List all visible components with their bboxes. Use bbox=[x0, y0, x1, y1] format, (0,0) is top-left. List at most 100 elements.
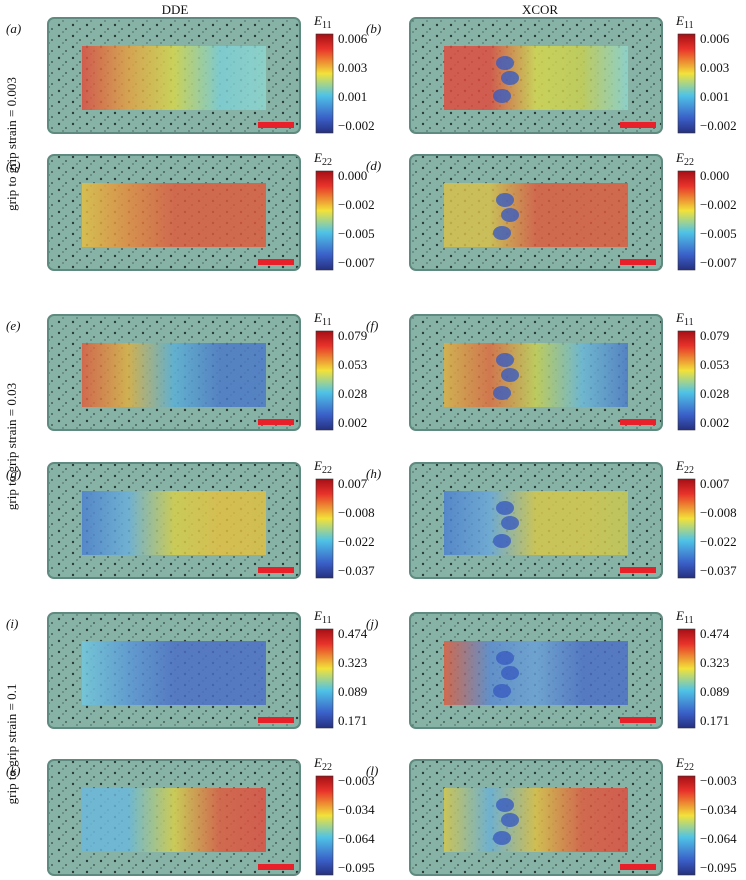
colorbar-tick-label: −0.008 bbox=[338, 505, 375, 520]
symbol: E bbox=[313, 608, 322, 623]
colorbar-tick-label: −0.008 bbox=[700, 505, 737, 520]
symbol: E bbox=[675, 458, 684, 473]
symbol: E bbox=[313, 458, 322, 473]
column-header: XCOR bbox=[522, 2, 558, 17]
colorbar-tick-label: 0.028 bbox=[700, 386, 729, 401]
colorbar-tick-label: 0.171 bbox=[338, 713, 367, 728]
strain-map bbox=[82, 46, 266, 110]
strain-blob bbox=[493, 226, 511, 240]
subscript: 11 bbox=[322, 317, 332, 328]
subscript: 22 bbox=[322, 157, 332, 168]
strain-map bbox=[82, 491, 266, 555]
scale-bar bbox=[258, 419, 294, 425]
colorbar-tick-label: −0.007 bbox=[700, 255, 737, 270]
colorbar bbox=[677, 170, 696, 271]
colorbar-tick-label: 0.002 bbox=[338, 415, 367, 430]
strain-blob bbox=[496, 798, 514, 812]
colorbar bbox=[677, 628, 696, 729]
panel-label: (d) bbox=[366, 158, 381, 173]
colorbar-title: E22 bbox=[675, 755, 694, 773]
strain-map bbox=[444, 46, 628, 110]
colorbar-tick-label: −0.003 bbox=[700, 773, 737, 788]
colorbar-tick-label: 0.171 bbox=[700, 713, 729, 728]
subscript: 22 bbox=[322, 465, 332, 476]
strain-blob bbox=[496, 501, 514, 515]
colorbar-tick-label: 0.089 bbox=[338, 684, 367, 699]
colorbar bbox=[677, 33, 696, 134]
strain-blob bbox=[493, 831, 511, 845]
colorbar-title: E11 bbox=[675, 608, 694, 626]
colorbar-tick-label: 0.079 bbox=[700, 328, 729, 343]
colorbar bbox=[315, 170, 334, 271]
panel-label: (b) bbox=[366, 21, 381, 36]
strain-map bbox=[444, 491, 628, 555]
strain-blob bbox=[493, 534, 511, 548]
colorbar-tick-label: 0.474 bbox=[700, 626, 730, 641]
row-label: grip to grip strain = 0.03 bbox=[4, 383, 19, 510]
panel-label: (e) bbox=[6, 318, 20, 333]
strain-map bbox=[82, 788, 266, 852]
colorbar-tick-label: −0.002 bbox=[338, 197, 375, 212]
colorbar-tick-label: −0.037 bbox=[700, 563, 737, 578]
symbol: E bbox=[313, 755, 322, 770]
strain-map bbox=[82, 343, 266, 407]
scale-bar bbox=[258, 567, 294, 573]
colorbar-tick-label: −0.095 bbox=[700, 860, 737, 875]
colorbar-tick-label: 0.323 bbox=[700, 655, 729, 670]
subscript: 22 bbox=[684, 762, 694, 773]
symbol: E bbox=[313, 310, 322, 325]
strain-blob bbox=[493, 684, 511, 698]
colorbar-tick-label: −0.064 bbox=[338, 831, 375, 846]
symbol: E bbox=[675, 310, 684, 325]
strain-blob bbox=[501, 813, 519, 827]
colorbar-tick-label: −0.005 bbox=[338, 226, 375, 241]
colorbar-tick-label: 0.000 bbox=[338, 168, 367, 183]
colorbar-tick-label: −0.034 bbox=[338, 802, 375, 817]
colorbar-tick-label: 0.001 bbox=[700, 89, 729, 104]
colorbar-tick-label: −0.034 bbox=[700, 802, 737, 817]
strain-blob bbox=[501, 666, 519, 680]
colorbar-tick-label: −0.007 bbox=[338, 255, 375, 270]
panel-label: (h) bbox=[366, 466, 381, 481]
scale-bar bbox=[620, 419, 656, 425]
subscript: 11 bbox=[322, 20, 332, 31]
scale-bar bbox=[620, 717, 656, 723]
colorbar-title: E22 bbox=[675, 150, 694, 168]
strain-blob bbox=[496, 651, 514, 665]
panel-label: (f) bbox=[366, 318, 378, 333]
subscript: 11 bbox=[684, 317, 694, 328]
panel-label: (k) bbox=[6, 763, 20, 778]
strain-blob bbox=[501, 368, 519, 382]
strain-blob bbox=[493, 386, 511, 400]
colorbar-tick-label: −0.095 bbox=[338, 860, 375, 875]
colorbar-tick-label: 0.007 bbox=[700, 476, 730, 491]
panel-label: (j) bbox=[366, 616, 378, 631]
subscript: 22 bbox=[684, 157, 694, 168]
subscript: 22 bbox=[684, 465, 694, 476]
panel-label: (a) bbox=[6, 21, 21, 36]
colorbar-tick-label: 0.323 bbox=[338, 655, 367, 670]
colorbar-tick-label: 0.003 bbox=[338, 60, 367, 75]
colorbar bbox=[677, 775, 696, 876]
colorbar bbox=[315, 628, 334, 729]
colorbar-tick-label: −0.037 bbox=[338, 563, 375, 578]
strain-blob bbox=[501, 208, 519, 222]
panel-label: (l) bbox=[366, 763, 378, 778]
subscript: 11 bbox=[322, 615, 332, 626]
colorbar-title: E11 bbox=[313, 608, 332, 626]
colorbar-title: E22 bbox=[313, 458, 332, 476]
colorbar-tick-label: 0.001 bbox=[338, 89, 367, 104]
strain-blob bbox=[501, 516, 519, 530]
colorbar bbox=[677, 478, 696, 579]
row-label: grip to grip strain = 0.003 bbox=[4, 77, 19, 211]
panel-label: (g) bbox=[6, 466, 21, 481]
scale-bar bbox=[258, 122, 294, 128]
panel-label: (i) bbox=[6, 616, 18, 631]
scale-bar bbox=[258, 717, 294, 723]
strain-map bbox=[82, 183, 266, 247]
strain-blob bbox=[496, 56, 514, 70]
colorbar-tick-label: −0.003 bbox=[338, 773, 375, 788]
symbol: E bbox=[675, 13, 684, 28]
colorbar-tick-label: −0.022 bbox=[700, 534, 737, 549]
